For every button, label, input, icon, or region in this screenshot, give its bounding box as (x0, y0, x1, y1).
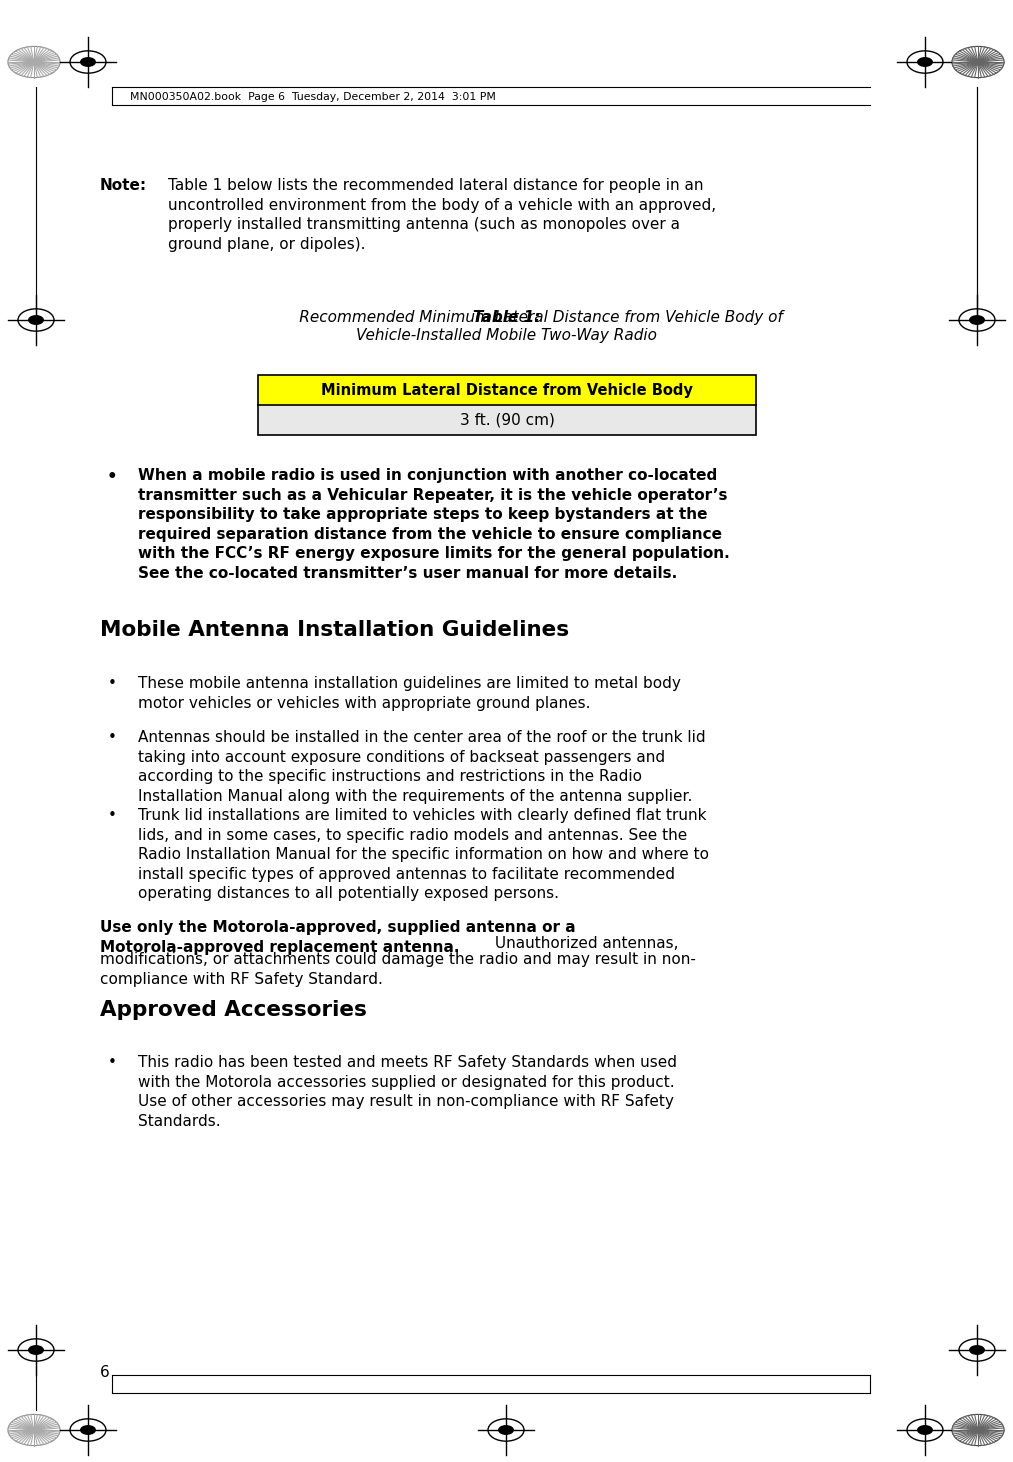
Text: •: • (107, 675, 116, 692)
Ellipse shape (28, 1345, 44, 1355)
Text: Approved Accessories: Approved Accessories (100, 1000, 367, 1020)
Text: •: • (107, 1056, 116, 1070)
Text: Table 1 below lists the recommended lateral distance for people in an
uncontroll: Table 1 below lists the recommended late… (168, 178, 716, 251)
Text: These mobile antenna installation guidelines are limited to metal body
motor veh: These mobile antenna installation guidel… (138, 675, 681, 711)
Ellipse shape (498, 1425, 514, 1436)
Text: 3 ft. (90 cm): 3 ft. (90 cm) (460, 412, 554, 427)
Ellipse shape (80, 57, 96, 67)
Text: Vehicle-Installed Mobile Two-Way Radio: Vehicle-Installed Mobile Two-Way Radio (357, 327, 657, 344)
Bar (258, 405, 756, 436)
Ellipse shape (28, 314, 44, 325)
Ellipse shape (80, 1425, 96, 1436)
Ellipse shape (917, 1425, 933, 1436)
Text: Use only the Motorola-approved, supplied antenna or a
Motorola-approved replacem: Use only the Motorola-approved, supplied… (100, 920, 575, 955)
Ellipse shape (969, 1345, 985, 1355)
Text: Antennas should be installed in the center area of the roof or the trunk lid
tak: Antennas should be installed in the cent… (138, 730, 706, 804)
Text: Note:: Note: (100, 178, 147, 193)
Ellipse shape (917, 57, 933, 67)
Text: modifications, or attachments could damage the radio and may result in non-
comp: modifications, or attachments could dama… (100, 952, 696, 987)
Text: •: • (106, 468, 118, 485)
Text: •: • (107, 808, 116, 823)
Text: Trunk lid installations are limited to vehicles with clearly defined flat trunk
: Trunk lid installations are limited to v… (138, 808, 709, 901)
Text: Recommended Minimum Lateral Distance from Vehicle Body of: Recommended Minimum Lateral Distance fro… (231, 310, 783, 325)
Text: When a mobile radio is used in conjunction with another co-located
transmitter s: When a mobile radio is used in conjuncti… (138, 468, 729, 580)
Bar (258, 374, 756, 405)
Text: •: • (107, 730, 116, 746)
Text: Minimum Lateral Distance from Vehicle Body: Minimum Lateral Distance from Vehicle Bo… (321, 383, 693, 398)
Text: Table 1:: Table 1: (473, 310, 541, 325)
Text: 6: 6 (100, 1366, 109, 1380)
Text: This radio has been tested and meets RF Safety Standards when used
with the Moto: This radio has been tested and meets RF … (138, 1056, 677, 1129)
Bar (258, 374, 756, 436)
Ellipse shape (969, 314, 985, 325)
Text: Mobile Antenna Installation Guidelines: Mobile Antenna Installation Guidelines (100, 620, 569, 640)
Text: MN000350A02.book  Page 6  Tuesday, December 2, 2014  3:01 PM: MN000350A02.book Page 6 Tuesday, Decembe… (130, 92, 496, 102)
Text: Unauthorized antennas,: Unauthorized antennas, (490, 936, 679, 950)
